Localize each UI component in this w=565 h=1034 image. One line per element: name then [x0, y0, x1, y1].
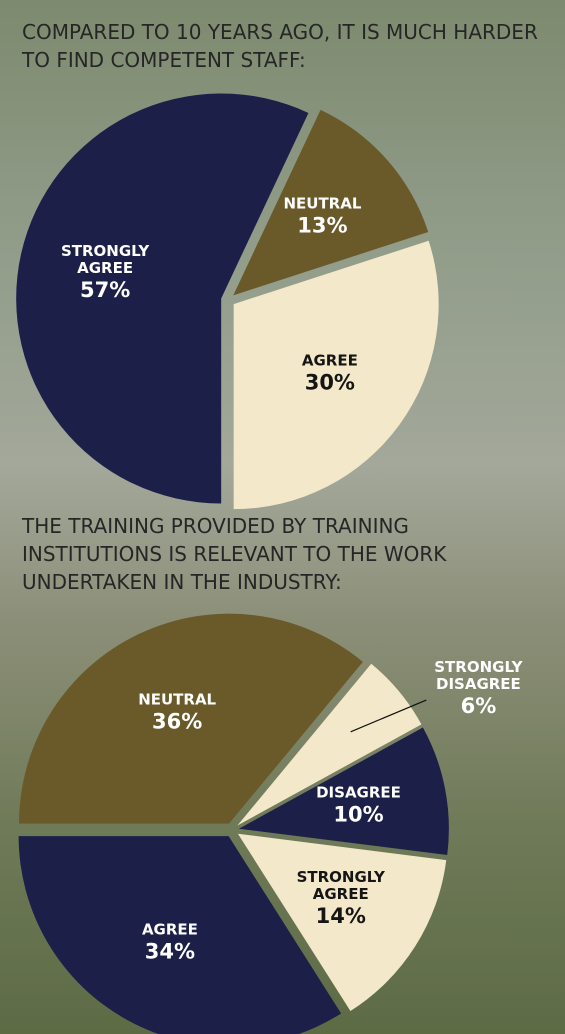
slice-label: AGREE 30% — [270, 351, 390, 396]
slice-label: AGREE 34% — [110, 921, 230, 964]
slice-category: AGREE — [301, 351, 358, 370]
slice-value: 14% — [315, 904, 366, 928]
slice-value: 36% — [152, 709, 203, 734]
slice-label: NEUTRAL 13% — [262, 195, 382, 238]
chart-title: THE TRAINING PROVIDED BY TRAINING INSTIT… — [22, 514, 447, 594]
pie-slice — [18, 836, 342, 1034]
pie-slice — [233, 240, 439, 510]
slice-category: DISAGREE — [316, 783, 401, 802]
slice-label: STRONGLY AGREE 57% — [45, 241, 165, 303]
slice-category: AGREE — [141, 920, 198, 939]
slice-value: 34% — [144, 939, 196, 964]
leader-line — [350, 699, 427, 733]
slice-category: STRONGLY AGREE — [60, 241, 150, 277]
pie-slice — [238, 727, 449, 856]
slice-label: DISAGREE 10% — [299, 784, 419, 827]
chart-title: COMPARED TO 10 YEARS AGO, IT IS MUCH HAR… — [22, 20, 538, 72]
slice-category: STRONGLY AGREE — [296, 868, 385, 903]
slice-label: NEUTRAL 36% — [117, 690, 237, 735]
slice-category: STRONGLY DISAGREE — [434, 657, 523, 693]
slice-label: STRONGLY AGREE 14% — [281, 869, 401, 929]
slice-value: 10% — [333, 802, 384, 827]
slice-value: 13% — [297, 213, 348, 238]
slice-category: NEUTRAL — [283, 194, 362, 213]
slice-value: 30% — [304, 370, 355, 395]
slice-category: NEUTRAL — [138, 690, 217, 709]
pie-slice — [19, 613, 363, 824]
pie-slice — [237, 663, 422, 826]
pie-slice — [233, 109, 429, 296]
slice-value: 57% — [79, 277, 131, 302]
pie-slice — [16, 93, 309, 504]
slice-label: STRONGLY DISAGREE 6% — [418, 657, 538, 719]
slice-value: 6% — [460, 693, 497, 718]
pie-slice — [237, 833, 447, 1012]
